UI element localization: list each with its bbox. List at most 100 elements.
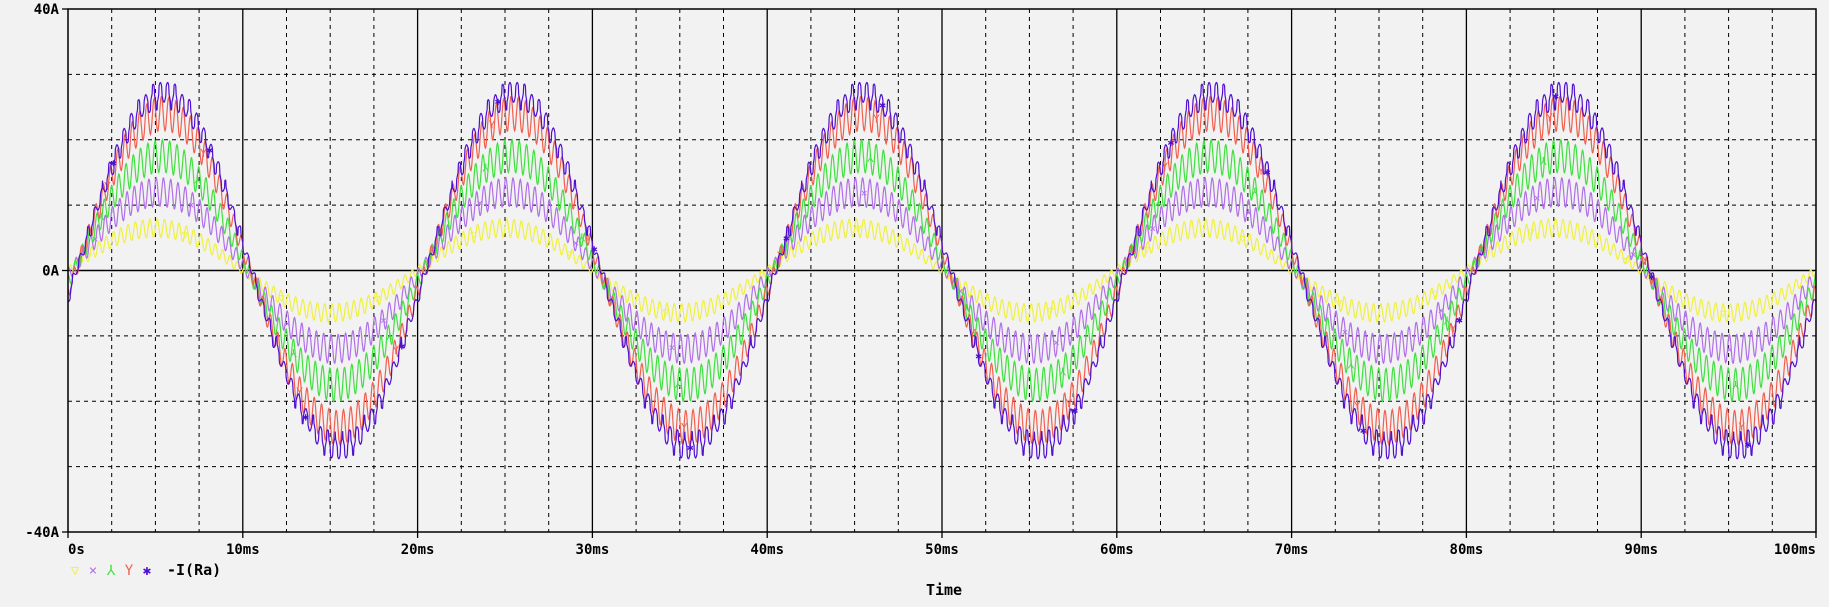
series-marker-3: ⅄ [866, 152, 874, 165]
series-marker-5: ✱ [495, 95, 502, 108]
series-marker-3: ⅄ [385, 330, 393, 343]
series-marker-1: ▽ [1047, 304, 1054, 317]
x-tick-label: 60ms [1100, 542, 1134, 558]
legend-trace-label: -I(Ra) [167, 561, 221, 579]
x-tick-label: 0s [68, 542, 85, 558]
legend-marker: Y [125, 563, 134, 579]
x-tick-label: 70ms [1275, 542, 1309, 558]
series-marker-3: ⅄ [1443, 314, 1451, 327]
series-marker-4: Y [489, 119, 496, 132]
x-tick-label: 100ms [1774, 542, 1816, 558]
series-marker-5: ✱ [206, 144, 213, 157]
series-marker-3: ⅄ [962, 302, 970, 315]
series-marker-2: × [476, 197, 483, 210]
series-marker-4: Y [392, 344, 399, 357]
series-marker-3: ⅄ [1635, 249, 1643, 262]
series-marker-5: ✱ [1648, 270, 1655, 283]
x-axis-label: Time [926, 581, 962, 599]
y-tick-label: 0A [42, 264, 59, 280]
series-marker-4: Y [1738, 421, 1745, 434]
series-marker-2: × [1149, 222, 1156, 235]
legend-marker: ▽ [71, 563, 80, 579]
series-marker-5: ✱ [1745, 438, 1752, 451]
series-marker-2: × [1534, 191, 1541, 204]
series-marker-3: ⅄ [1058, 365, 1066, 378]
series-marker-3: ⅄ [1731, 379, 1739, 392]
series-marker-2: × [92, 233, 99, 246]
legend-marker: × [89, 563, 97, 579]
x-tick-label: 50ms [925, 542, 959, 558]
series-marker-1: ▽ [86, 249, 93, 262]
legend: -I(Ra) ▽ × ⅄ Y ✱ [71, 561, 221, 579]
series-marker-5: ✱ [687, 441, 694, 454]
series-marker-3: ⅄ [289, 347, 297, 360]
series-marker-4: Y [1354, 400, 1361, 413]
series-marker-3: ⅄ [674, 378, 682, 391]
series-marker-3: ⅄ [1539, 155, 1547, 168]
series-marker-5: ✱ [1456, 314, 1463, 327]
series-marker-5: ✱ [591, 242, 598, 255]
series-marker-5: ✱ [1072, 404, 1079, 417]
series-marker-2: × [1053, 336, 1060, 349]
series-marker-1: ▽ [566, 248, 573, 261]
series-marker-1: ▽ [278, 292, 285, 305]
series-marker-4: Y [296, 386, 303, 399]
legend-marker: ✱ [143, 563, 152, 579]
series-line-2 [67, 176, 1817, 365]
series-marker-3: ⅄ [1251, 185, 1259, 198]
series-marker-5: ✱ [1360, 424, 1367, 437]
series-marker-2: × [1342, 325, 1349, 338]
series-marker-1: ▽ [1624, 254, 1631, 267]
series-marker-5: ✱ [302, 410, 309, 423]
series-marker-2: × [380, 314, 387, 327]
x-tick-label: 90ms [1624, 542, 1658, 558]
y-tick-label: 40A [34, 2, 60, 18]
series-marker-1: ▽ [182, 228, 189, 241]
series-marker-4: Y [1546, 111, 1553, 124]
y-tick-label: -40A [25, 525, 59, 541]
series-marker-3: ⅄ [193, 173, 201, 186]
series-marker-5: ✱ [1552, 89, 1559, 102]
series-marker-4: Y [1162, 161, 1169, 174]
series-marker-2: × [669, 341, 676, 354]
x-tick-label: 40ms [750, 542, 784, 558]
series-line-1 [67, 218, 1817, 323]
series-marker-1: ▽ [470, 229, 477, 242]
series-marker-1: ▽ [1720, 307, 1727, 320]
series-marker-2: × [284, 317, 291, 330]
series-marker-5: ✱ [110, 156, 117, 169]
series-marker-3: ⅄ [578, 231, 586, 244]
series-marker-5: ✱ [879, 98, 886, 111]
series-marker-4: Y [1642, 255, 1649, 268]
axes [62, 8, 1817, 538]
series-line-5 [67, 81, 1817, 460]
series-marker-2: × [861, 186, 868, 199]
series-marker-1: ▽ [759, 268, 766, 281]
series-marker-3: ⅄ [481, 161, 489, 174]
series-marker-1: ▽ [1335, 296, 1342, 309]
series-marker-3: ⅄ [1347, 358, 1355, 371]
series-marker-1: ▽ [1143, 243, 1150, 256]
series-marker-4: Y [777, 249, 784, 262]
series-marker-2: × [1630, 248, 1637, 261]
series-group: ▽▽▽ ▽▽▽▽▽▽▽▽▽▽▽▽▽▽▽××× ×××××××××××××××⅄⅄⅄⅄… [67, 81, 1817, 460]
series-marker-5: ✱ [975, 350, 982, 363]
series-marker-4: Y [969, 327, 976, 340]
series-marker-2: × [1245, 206, 1252, 219]
series-marker-4: Y [1450, 322, 1457, 335]
x-tick-label: 20ms [401, 542, 435, 558]
series-marker-2: × [1726, 343, 1733, 356]
series-marker-3: ⅄ [97, 210, 105, 223]
series-marker-5: ✱ [783, 231, 790, 244]
series-marker-1: ▽ [1432, 287, 1439, 300]
series-marker-4: Y [1065, 397, 1072, 410]
series-marker-1: ▽ [663, 306, 670, 319]
y-tick-labels: 40A 0A -40A [25, 2, 59, 541]
x-tick-label: 80ms [1450, 542, 1484, 558]
series-marker-2: × [188, 199, 195, 212]
series-marker-5: ✱ [1168, 136, 1175, 149]
series-marker-3: ⅄ [770, 262, 778, 275]
